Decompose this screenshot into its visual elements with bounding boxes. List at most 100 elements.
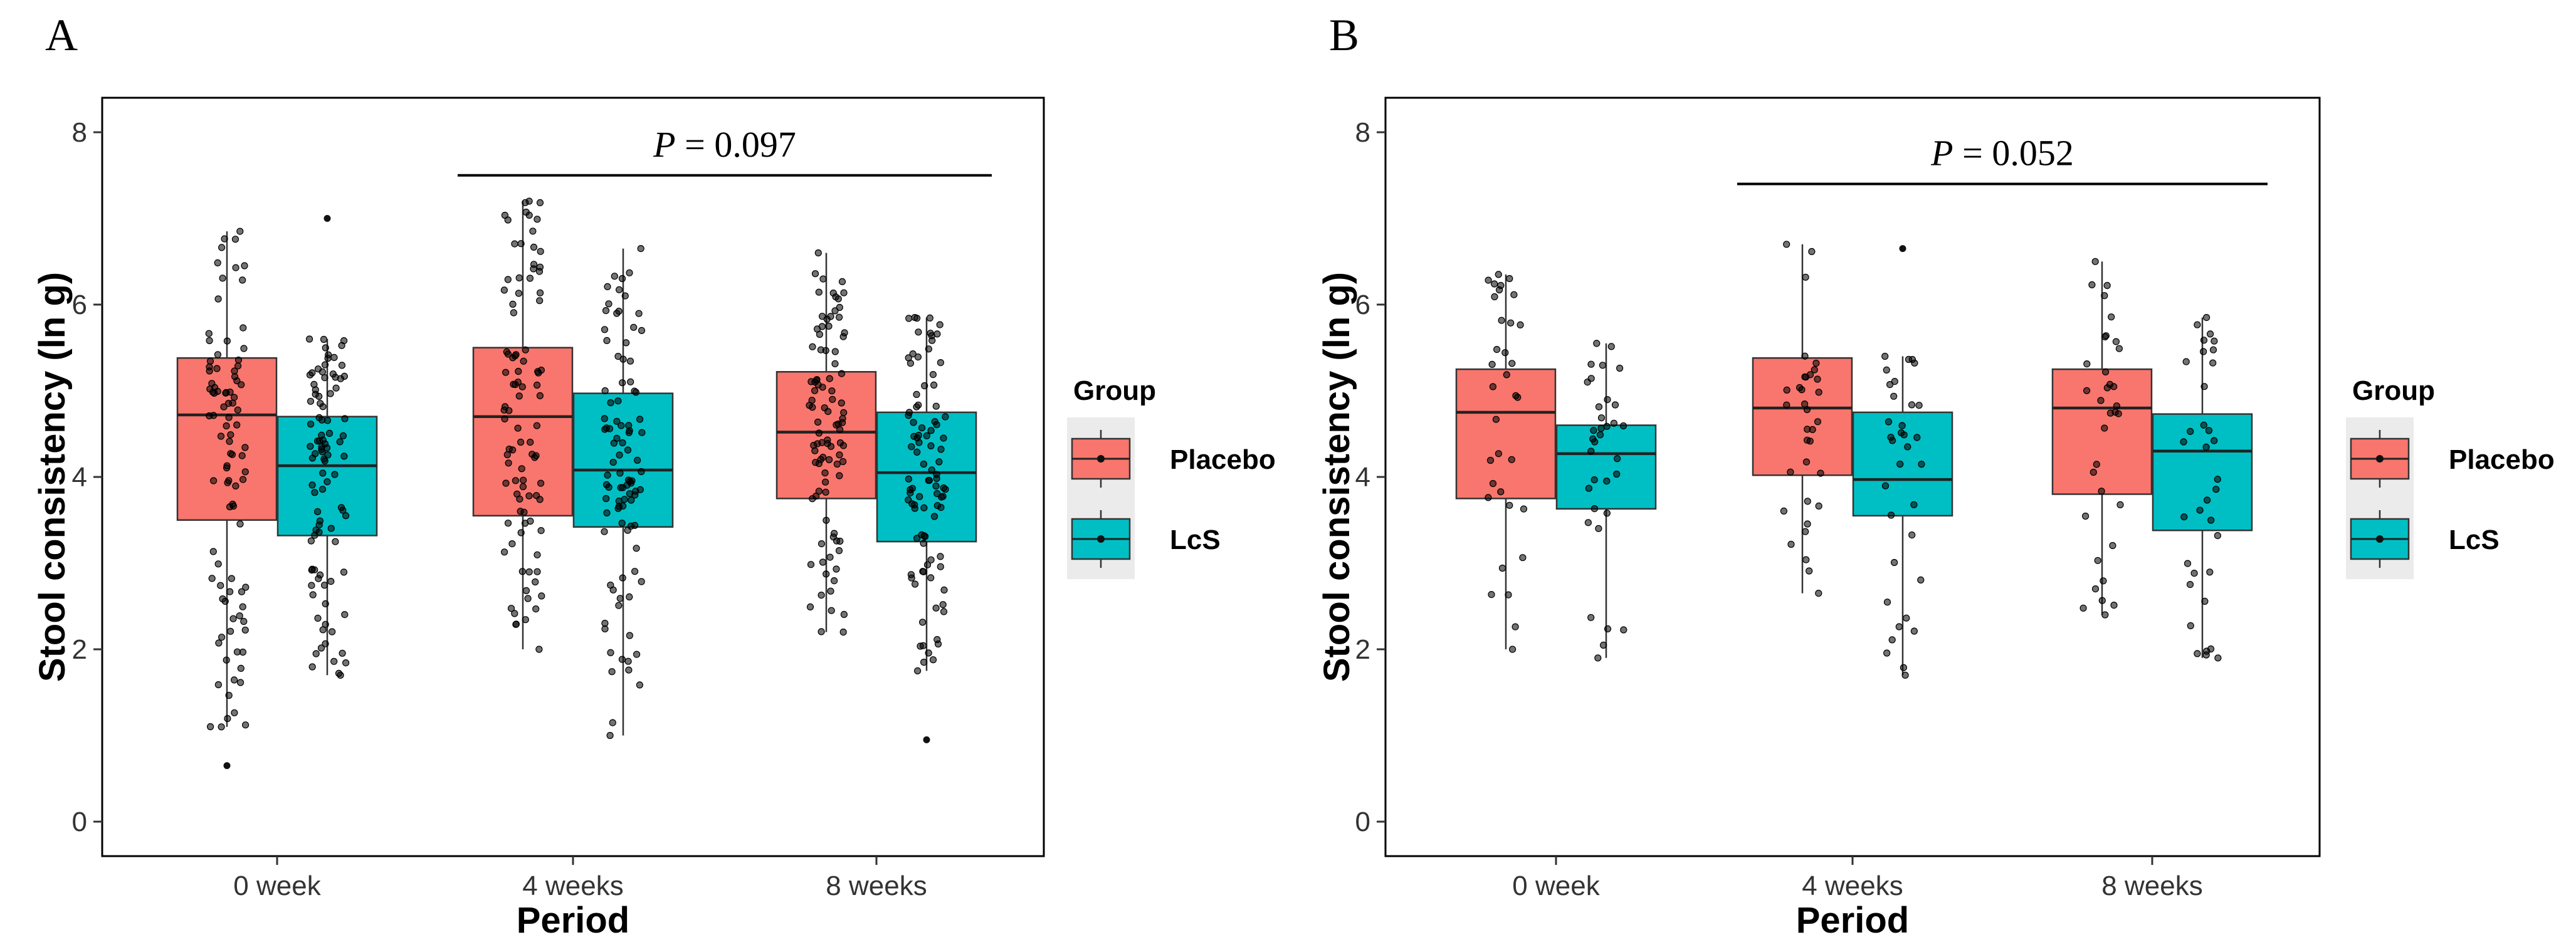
jitter-point [1900, 664, 1907, 671]
jitter-point [1802, 556, 1810, 563]
jitter-point [2115, 410, 2122, 417]
jitter-point [532, 578, 539, 586]
outlier-point [1899, 245, 1906, 253]
legend-key-point [2376, 455, 2384, 463]
jitter-point [239, 603, 246, 610]
jitter-point [229, 502, 237, 510]
jitter-point [226, 437, 233, 445]
jitter-point [828, 607, 835, 614]
jitter-point [211, 389, 218, 397]
jitter-point [611, 273, 618, 280]
jitter-point [911, 505, 918, 512]
jitter-point [508, 540, 516, 548]
jitter-point [522, 616, 529, 624]
jitter-point [1488, 360, 1496, 369]
jitter-point [1604, 625, 1612, 633]
jitter-point [1898, 422, 1906, 429]
jitter-point [1492, 416, 1500, 423]
jitter-point [319, 626, 327, 634]
jitter-point [627, 479, 635, 487]
jitter-point [505, 407, 513, 414]
jitter-point [619, 484, 627, 491]
jitter-point [1817, 469, 1824, 477]
jitter-point [616, 451, 623, 459]
jitter-point [220, 403, 228, 411]
jitter-point [1596, 431, 1604, 439]
jitter-point [517, 529, 525, 536]
jitter-point [238, 381, 245, 389]
y-tick-label: 2 [72, 634, 87, 665]
jitter-point [225, 477, 233, 484]
jitter-point [522, 587, 530, 595]
jitter-point [1497, 281, 1505, 290]
jitter-point [1503, 371, 1510, 379]
jitter-point [1498, 564, 1506, 572]
jitter-point [2110, 383, 2118, 390]
jitter-point [515, 290, 523, 297]
jitter-point [915, 328, 922, 336]
y-tick-label: 6 [1355, 290, 1370, 320]
jitter-point [811, 270, 819, 278]
jitter-point [1607, 343, 1615, 350]
jitter-point [319, 469, 327, 477]
jitter-point [332, 384, 340, 392]
jitter-point [1491, 293, 1498, 301]
jitter-point [2098, 488, 2105, 495]
jitter-point [1593, 340, 1601, 347]
jitter-point [1485, 494, 1492, 501]
panel-a: A 0 2 4 6 8 0 week 4 weeks 8 weeks P = 0.097 St… [32, 10, 1276, 941]
jitter-point [532, 452, 540, 459]
jitter-point [511, 610, 518, 617]
jitter-point [913, 434, 921, 442]
jitter-point [923, 561, 932, 568]
jitter-point [626, 593, 633, 601]
jitter-point [1603, 477, 1611, 485]
jitter-point [339, 649, 346, 657]
jitter-point [1802, 528, 1809, 535]
jitter-point [1587, 375, 1595, 382]
jitter-point [616, 595, 624, 602]
jitter-point [603, 337, 611, 345]
jitter-point [342, 512, 350, 520]
jitter-point [504, 216, 512, 224]
jitter-point [817, 540, 826, 548]
jitter-point [823, 315, 831, 323]
jitter-point [517, 438, 525, 446]
jitter-point [231, 676, 238, 684]
jitter-point [2110, 601, 2118, 609]
jitter-point [839, 415, 846, 422]
jitter-point [815, 429, 823, 437]
jitter-point [228, 451, 236, 458]
jitter-point [213, 365, 221, 372]
jitter-point [613, 434, 621, 442]
jitter-point [2201, 597, 2209, 605]
jitter-point [1497, 488, 1505, 496]
jitter-point [1506, 275, 1513, 283]
jitter-point [816, 330, 824, 338]
jitter-point [825, 322, 833, 330]
legend-key-point [1097, 455, 1105, 463]
x-tick-label: 4 weeks [1802, 871, 1903, 901]
jitter-point [2083, 360, 2091, 368]
jitter-point [505, 445, 513, 453]
jitter-point [231, 236, 239, 243]
jitter-point [605, 300, 612, 308]
jitter-point [206, 357, 214, 365]
jitter-point [231, 394, 238, 401]
jitter-point [1908, 531, 1916, 539]
jitter-point [533, 381, 541, 389]
jitter-point [1501, 349, 1509, 357]
jitter-point [822, 347, 829, 354]
jitter-point [1802, 273, 1809, 281]
jitter-point [505, 459, 512, 467]
jitter-point [631, 568, 639, 575]
jitter-point [1883, 599, 1891, 606]
jitter-point [618, 275, 626, 283]
jitter-point [2204, 496, 2211, 504]
jitter-point [240, 345, 248, 352]
jitter-point [511, 240, 518, 248]
jitter-point [518, 465, 525, 473]
jitter-point [624, 657, 632, 665]
jitter-point [525, 492, 533, 500]
jitter-point [2088, 281, 2096, 288]
